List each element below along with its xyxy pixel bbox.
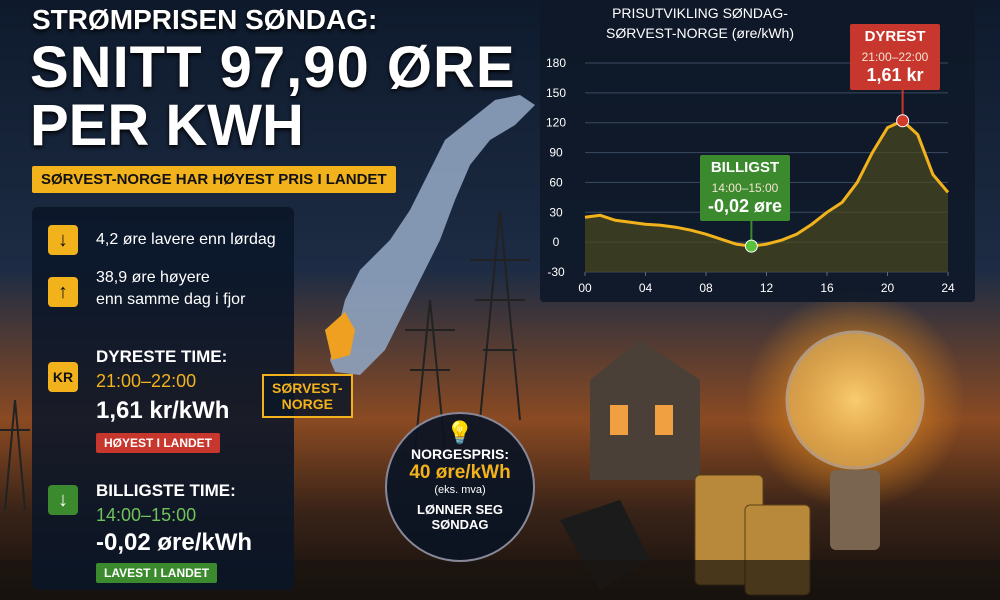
- title-line: PER KWH: [30, 93, 304, 158]
- price-chart: PRISUTVIKLING SØNDAG- SØRVEST-NORGE (øre…: [540, 0, 975, 302]
- x-tick-label: 16: [820, 281, 834, 295]
- norgespris-label: NORGESPRIS:: [410, 446, 509, 462]
- fact-text: 38,9 øre høyere: [96, 269, 210, 286]
- y-tick-label: 150: [546, 86, 566, 100]
- y-tick-label: 90: [549, 146, 563, 160]
- x-tick-label: 12: [760, 281, 774, 295]
- x-tick-label: 00: [578, 281, 592, 295]
- down-arrow-icon: ↓: [48, 485, 78, 515]
- norgespris-text: SØNDAG: [431, 517, 489, 532]
- highlight-point: [744, 239, 758, 253]
- y-tick-label: 0: [553, 235, 560, 249]
- highlight-point: [896, 114, 910, 128]
- map-label-line: NORGE: [281, 396, 333, 412]
- annotation-text: DYREST: [865, 28, 926, 45]
- y-tick-label: -30: [547, 265, 565, 279]
- annotation-text: 21:00–22:00: [862, 50, 929, 64]
- title-line: STRØMPRISEN SØNDAG:: [32, 4, 378, 35]
- subtitle: SØRVEST-NORGE HAR HØYEST PRIS I LANDET: [32, 166, 396, 193]
- title-line: SNITT 97,90 ØRE: [30, 35, 516, 100]
- x-tick-label: 20: [881, 281, 895, 295]
- time: 14:00–15:00: [96, 505, 197, 525]
- y-tick-label: 120: [546, 116, 566, 130]
- price: 1,61 kr/kWh: [96, 397, 230, 424]
- annotation-text: 14:00–15:00: [712, 181, 779, 195]
- chart-title: SØRVEST-NORGE (øre/kWh): [606, 25, 794, 41]
- norgespris-note: (eks. mva): [434, 484, 486, 496]
- label: BILLIGSTE TIME:: [96, 481, 236, 500]
- x-tick-label: 24: [941, 281, 955, 295]
- fact-text: 4,2 øre lavere enn lørdag: [96, 231, 276, 248]
- area: [585, 120, 948, 272]
- annotation-text: BILLIGST: [711, 159, 779, 176]
- fact-text: enn samme dag i fjor: [96, 291, 246, 308]
- annotation-text: -0,02 øre: [708, 196, 782, 216]
- map-label-line: SØRVEST-: [272, 380, 343, 396]
- price: -0,02 øre/kWh: [96, 529, 253, 556]
- annotation-box: [700, 155, 790, 221]
- y-tick-label: 180: [546, 56, 566, 70]
- bulb-icon: 💡: [446, 420, 474, 445]
- label: DYRESTE TIME:: [96, 347, 228, 366]
- annotation-box: [850, 24, 940, 90]
- up-arrow-icon: ↑: [48, 277, 78, 307]
- y-tick-label: 30: [549, 205, 563, 219]
- x-tick-label: 08: [699, 281, 713, 295]
- annotation-text: 1,61 kr: [866, 65, 923, 85]
- chart-title: PRISUTVIKLING SØNDAG-: [612, 5, 788, 21]
- time: 21:00–22:00: [96, 371, 197, 391]
- badge: LAVEST I LANDET: [96, 563, 218, 583]
- badge: HØYEST I LANDET: [96, 433, 221, 453]
- x-tick-label: 04: [639, 281, 653, 295]
- norgespris-badge: 💡 NORGESPRIS: 40 øre/kWh (eks. mva) LØNN…: [385, 412, 535, 562]
- norgespris-text: LØNNER SEG: [417, 502, 503, 517]
- map-label: SØRVEST- NORGE: [262, 374, 353, 418]
- facts-panel: ↓ 4,2 øre lavere enn lørdag ↑ 38,9 øre h…: [32, 207, 294, 590]
- down-arrow-icon: ↓: [48, 225, 78, 255]
- price-tag-icon: KR: [48, 362, 78, 392]
- y-tick-label: 60: [549, 175, 563, 189]
- line: [584, 118, 950, 248]
- norgespris-price: 40 øre/kWh: [409, 462, 511, 483]
